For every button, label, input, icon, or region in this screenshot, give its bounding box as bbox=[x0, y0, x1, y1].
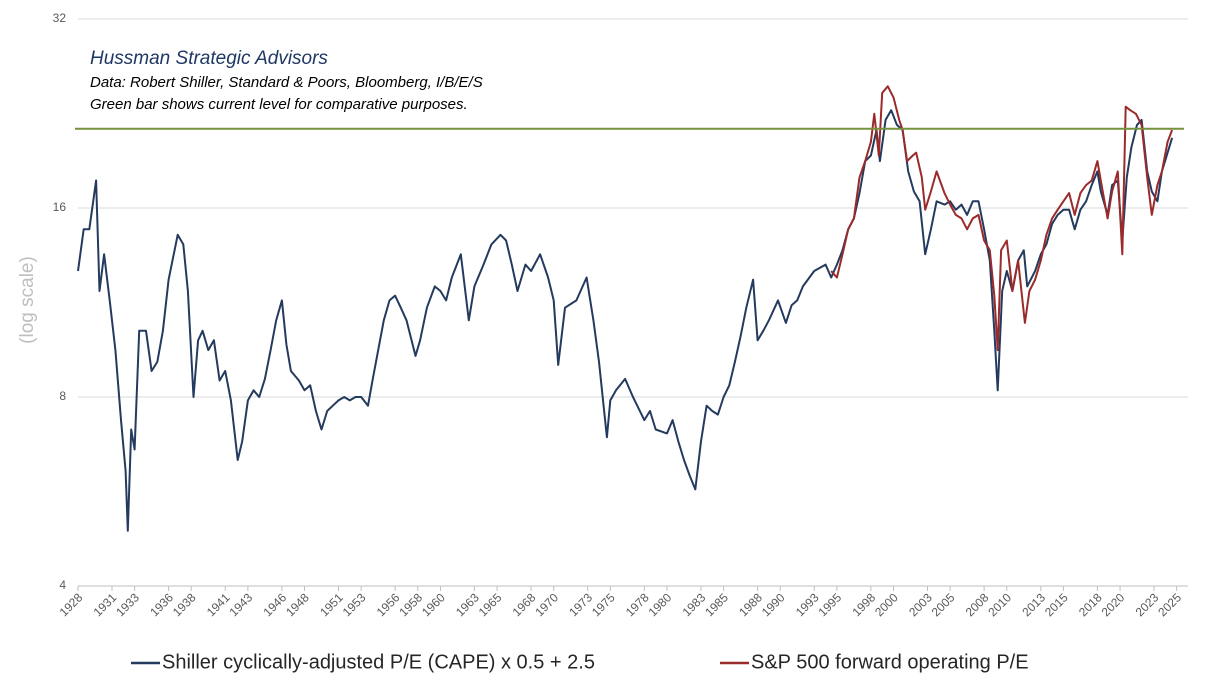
series-line bbox=[830, 85, 1174, 352]
legend-label: Shiller cyclically-adjusted P/E (CAPE) x… bbox=[162, 651, 595, 673]
y-tick-label: 16 bbox=[53, 200, 67, 214]
series-line bbox=[77, 109, 1174, 532]
legend-label: S&P 500 forward operating P/E bbox=[751, 651, 1029, 673]
y-tick-label: 8 bbox=[59, 389, 66, 403]
y-tick-label: 32 bbox=[53, 11, 67, 25]
annotation: Data: Robert Shiller, Standard & Poors, … bbox=[90, 74, 483, 91]
y-axis-label: (log scale) bbox=[17, 256, 38, 344]
annotation-title: Hussman Strategic Advisors bbox=[90, 48, 328, 69]
annotation: Green bar shows current level for compar… bbox=[90, 96, 468, 113]
y-tick-label: 4 bbox=[59, 578, 66, 592]
